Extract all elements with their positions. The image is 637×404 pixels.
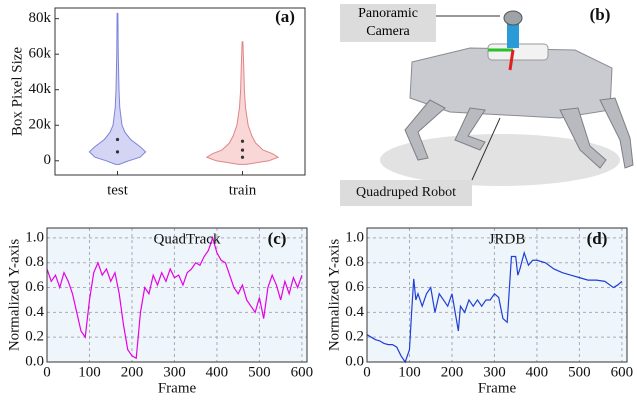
y-tick-label: 0.0 bbox=[345, 353, 364, 369]
violin bbox=[88, 12, 147, 165]
x-tick-label: 300 bbox=[163, 364, 186, 380]
plot-title: QuadTrack bbox=[154, 231, 221, 247]
y-tick-label: 0.4 bbox=[345, 304, 364, 320]
plot-background bbox=[367, 228, 627, 362]
x-tick-label: 500 bbox=[568, 364, 591, 380]
y-tick-label: 0.8 bbox=[345, 254, 364, 270]
x-tick-label: test bbox=[107, 182, 129, 198]
y-tick-label: 0.6 bbox=[345, 279, 364, 295]
y-tick-label: 1.0 bbox=[25, 229, 44, 245]
x-tick-label: 0 bbox=[43, 364, 51, 380]
plot-frame bbox=[366, 227, 628, 363]
y-tick-label: 0.2 bbox=[345, 329, 364, 345]
y-axis-label: Box Pixel Size bbox=[9, 47, 25, 137]
x-tick-label: 300 bbox=[483, 364, 506, 380]
photo-panel: Panoramic Camera Quadruped Robot (b) bbox=[340, 4, 634, 206]
violin-point bbox=[240, 155, 245, 159]
violin-point bbox=[240, 148, 245, 152]
x-tick-label: 0 bbox=[363, 364, 371, 380]
y-tick-label: 0.8 bbox=[25, 254, 44, 270]
x-tick-label: 200 bbox=[121, 364, 144, 380]
shadow bbox=[380, 134, 620, 186]
line bbox=[46, 235, 303, 360]
robot-leg bbox=[454, 107, 486, 151]
camera-head bbox=[503, 10, 523, 26]
panel-label: (c) bbox=[268, 229, 287, 248]
x-tick-label: 600 bbox=[611, 364, 634, 380]
y-tick-label: 0.2 bbox=[25, 329, 44, 345]
x-tick-label: 100 bbox=[78, 364, 101, 380]
callout-box bbox=[340, 4, 436, 42]
pointer bbox=[471, 117, 501, 181]
x-tick-label: 400 bbox=[526, 364, 549, 380]
camera bbox=[507, 24, 519, 48]
line bbox=[366, 250, 623, 364]
robot-leg bbox=[559, 107, 607, 169]
violin bbox=[205, 41, 280, 165]
robot-leg bbox=[599, 97, 634, 169]
axis-arrow bbox=[508, 49, 515, 71]
y-tick-label: 0.4 bbox=[25, 304, 44, 320]
y-tick-label: 60k bbox=[29, 46, 52, 62]
robot-leg bbox=[404, 99, 446, 161]
plot-title: JRDB bbox=[489, 231, 526, 247]
panel-label: (d) bbox=[587, 229, 608, 248]
y-tick-label: 1.0 bbox=[345, 229, 364, 245]
y-axis-label: Normalized Y-axis bbox=[326, 239, 342, 351]
plot-background bbox=[47, 228, 307, 362]
panel-label: (b) bbox=[590, 5, 611, 24]
y-tick-label: 20k bbox=[29, 117, 52, 133]
x-tick-label: 200 bbox=[441, 364, 464, 380]
plot-frame bbox=[54, 7, 306, 176]
callout-box bbox=[340, 180, 472, 206]
y-axis-label: Normalized Y-axis bbox=[6, 239, 22, 351]
robot-callout: Quadruped Robot bbox=[356, 185, 456, 200]
plot-frame bbox=[46, 227, 308, 363]
violin-point bbox=[115, 137, 120, 142]
y-tick-label: 0.0 bbox=[25, 353, 44, 369]
x-tick-label: 500 bbox=[248, 364, 271, 380]
camera-callout: Panoramic Camera bbox=[358, 6, 418, 39]
x-tick-label: 400 bbox=[206, 364, 229, 380]
panel-label: (a) bbox=[275, 7, 295, 26]
y-tick-label: 0 bbox=[44, 152, 52, 168]
x-tick-label: 600 bbox=[291, 364, 314, 380]
x-tick-label: 100 bbox=[398, 364, 421, 380]
callout: Panoramic Camera bbox=[358, 6, 418, 39]
x-tick-label: train bbox=[229, 182, 257, 198]
x-axis-label: Frame bbox=[478, 380, 517, 396]
violin-point bbox=[115, 150, 120, 154]
violin-point bbox=[240, 139, 245, 143]
y-tick-label: 0.6 bbox=[25, 279, 44, 295]
x-axis-label: Frame bbox=[158, 380, 197, 396]
y-tick-label: 80k bbox=[29, 10, 52, 26]
y-tick-label: 40k bbox=[29, 81, 52, 97]
